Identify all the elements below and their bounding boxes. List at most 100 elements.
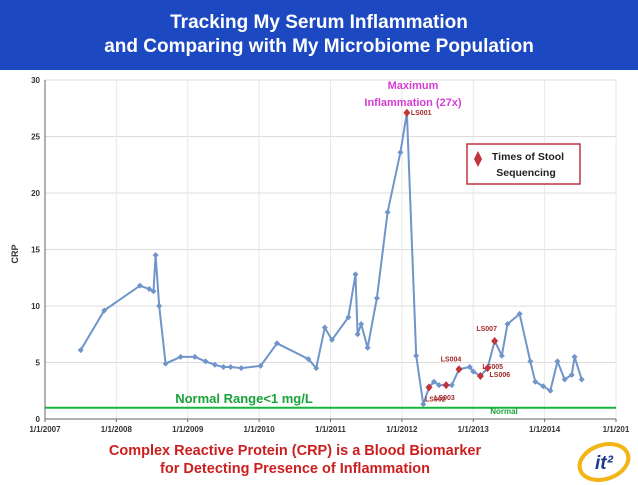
y-tick-label: 25 xyxy=(31,133,40,142)
data-point xyxy=(448,382,455,389)
data-point xyxy=(146,286,153,293)
caption-line-1: Complex Reactive Protein (CRP) is a Bloo… xyxy=(108,443,482,459)
stool-sample-label: LS005 xyxy=(482,364,503,371)
data-point xyxy=(238,365,245,372)
data-point xyxy=(191,353,198,360)
it2-logo: it² xyxy=(577,442,631,482)
stool-sample-marker xyxy=(442,381,450,390)
data-point xyxy=(313,365,320,372)
x-axis-ticks: 1/1/2007 1/1/2008 1/1/2009 1/1/2010 1/1/2011… xyxy=(29,419,630,434)
title-line-2: and Comparing with My Microbiome Populat… xyxy=(104,36,534,57)
stool-sample-marker xyxy=(491,337,499,346)
data-point xyxy=(305,356,312,363)
data-point xyxy=(150,288,157,295)
stool-sample-label: LS003 xyxy=(434,395,455,402)
logo-swoosh xyxy=(577,442,631,482)
data-point xyxy=(321,324,328,331)
logo-center xyxy=(584,448,624,476)
stool-sample-marker xyxy=(484,364,492,373)
title-line-1: Tracking My Serum Inflammation xyxy=(170,12,468,33)
x-tick-label: 1/1/2014 xyxy=(529,425,561,434)
data-point xyxy=(384,209,391,216)
data-point xyxy=(211,361,218,368)
data-point xyxy=(101,307,108,314)
y-tick-label: 15 xyxy=(31,246,40,255)
data-point xyxy=(136,282,143,289)
y-axis-ticks: 0 5 10 15 20 25 30 xyxy=(31,76,40,424)
data-point xyxy=(397,149,404,156)
data-point xyxy=(498,352,505,359)
data-point xyxy=(227,364,234,371)
normal-range-label: Normal Range<1 mg/L xyxy=(175,391,313,406)
y-tick-label: 0 xyxy=(36,415,41,424)
x-tick-label: 1/1/2008 xyxy=(101,425,133,434)
y-axis-label: CRP xyxy=(10,244,20,263)
data-point xyxy=(504,321,511,328)
max-annotation-line-1: Maximum xyxy=(388,80,439,92)
data-point xyxy=(435,382,442,389)
data-point xyxy=(345,314,352,321)
stool-legend-box: Times of Stool Sequencing xyxy=(466,143,581,185)
stool-sample-label: LS004 xyxy=(441,356,462,363)
y-tick-label: 5 xyxy=(36,359,41,368)
y-tick-label: 20 xyxy=(31,189,40,198)
stool-sample-label: LS006 xyxy=(490,372,511,379)
data-point xyxy=(220,364,227,371)
max-annotation-line-2: Inflammation (27x) xyxy=(364,97,462,109)
stool-sample-label: LS002 xyxy=(425,396,446,403)
data-point xyxy=(156,303,163,309)
legend-line-2: Sequencing xyxy=(496,167,556,179)
data-point xyxy=(177,353,184,360)
data-point xyxy=(77,347,84,354)
data-point xyxy=(571,353,578,360)
data-point xyxy=(470,368,477,375)
x-tick-label: 1/1/2012 xyxy=(386,425,418,434)
data-point xyxy=(202,358,209,365)
data-point xyxy=(516,310,523,317)
x-tick-label: 1/1/2009 xyxy=(172,425,204,434)
chart-caption: Complex Reactive Protein (CRP) is a Bloo… xyxy=(60,442,530,478)
data-point xyxy=(358,321,365,328)
data-point xyxy=(420,401,427,408)
legend-border xyxy=(466,143,581,185)
stool-sample-marker xyxy=(455,365,463,374)
crp-line-chart: 0 5 10 15 20 25 30 1/1/2007 1/1/2008 1/1/2009 1/1… xyxy=(0,70,638,440)
data-point xyxy=(273,340,280,347)
stool-sample-label: LS007 xyxy=(476,326,497,333)
data-point xyxy=(568,371,575,378)
x-tick-label: 1/1/201 xyxy=(603,425,630,434)
data-point xyxy=(532,378,539,385)
data-point xyxy=(162,360,169,367)
title-banner: Tracking My Serum Inflammation and Compa… xyxy=(0,0,638,70)
data-point xyxy=(257,362,264,369)
data-point xyxy=(354,331,361,338)
logo-text: it² xyxy=(595,453,614,474)
x-tick-label: 1/1/2013 xyxy=(458,425,490,434)
chart-background xyxy=(0,70,638,440)
data-point xyxy=(413,352,420,359)
stool-sample-marker xyxy=(476,372,484,381)
y-tick-label: 10 xyxy=(31,302,40,311)
data-point xyxy=(540,383,547,390)
stool-sample-marker xyxy=(425,383,433,392)
data-point xyxy=(328,336,335,343)
x-tick-label: 1/1/2007 xyxy=(29,425,61,434)
stool-sample-marker xyxy=(403,108,411,117)
x-tick-label: 1/1/2011 xyxy=(315,425,346,434)
caption-line-2: for Detecting Presence of Inflammation xyxy=(160,461,430,477)
data-point xyxy=(527,358,534,365)
data-point xyxy=(430,378,437,385)
stool-sample-label: LS001 xyxy=(411,110,432,117)
legend-line-1: Times of Stool xyxy=(492,151,564,163)
y-tick-label: 30 xyxy=(31,76,40,85)
data-point xyxy=(364,344,371,351)
normal-label: Normal xyxy=(490,407,518,416)
data-point xyxy=(466,364,473,371)
data-point xyxy=(561,376,568,383)
stool-diamond-icon xyxy=(474,151,482,167)
data-point xyxy=(547,387,554,394)
data-point xyxy=(152,252,159,259)
data-point xyxy=(578,376,585,383)
x-tick-label: 1/1/2010 xyxy=(244,425,276,434)
